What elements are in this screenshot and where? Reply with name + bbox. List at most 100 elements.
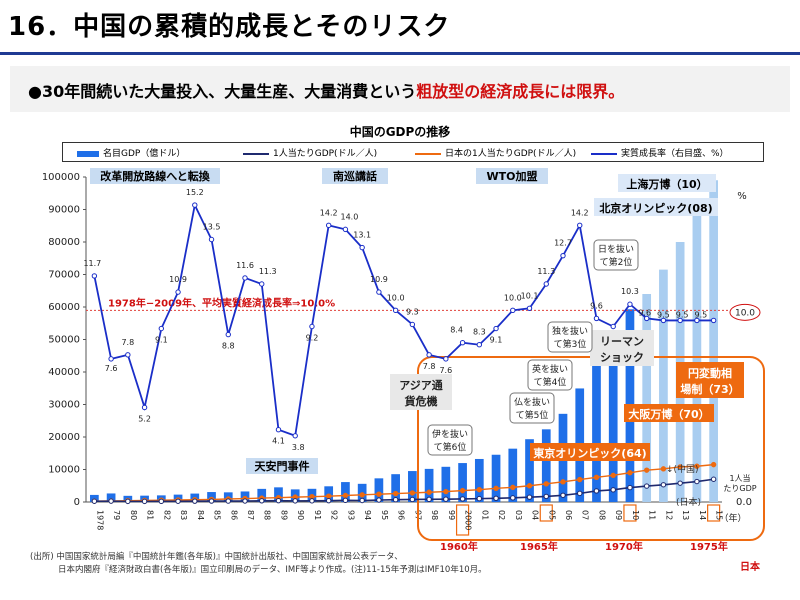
subtitle-text: ●30年間続いた大量投入、大量生産、大量消費という粗放型の経済成長には限界。 (28, 78, 624, 102)
growth-data-label: 3.8 (292, 443, 305, 452)
japan-per-capita-point (610, 472, 616, 479)
japan-per-capita-point (392, 490, 399, 497)
gdp-bar (608, 339, 618, 502)
x-tick-label: 01 (480, 510, 489, 520)
growth-data-label: 14.2 (571, 208, 589, 217)
growth-data-label: 9.6 (638, 308, 651, 317)
growth-data-label: 13.5 (203, 222, 221, 231)
growth-rate-point (627, 301, 633, 307)
x-tick-label: 12 (664, 510, 673, 520)
gdp-bar (458, 463, 467, 502)
growth-data-label: 8.3 (473, 328, 486, 337)
china-per-capita-point (493, 495, 499, 502)
japan-per-capita-point (376, 491, 382, 497)
overtake-callout-bg (527, 359, 573, 391)
x-tick-label: 03 (514, 510, 523, 520)
gdp-bar (541, 429, 551, 502)
chart-title: 中国のGDPの推移 (349, 125, 451, 139)
growth-data-label: 9.5 (657, 310, 670, 319)
x-tick-label: 10 (631, 510, 640, 520)
japan-event-osaka-expo: 大阪万博（70） (628, 407, 709, 421)
y-left-tick-label: 50000 (48, 335, 80, 346)
growth-data-label: 12.7 (554, 239, 572, 248)
china-per-capita-line (94, 478, 714, 503)
x-tick-label: 85 (213, 510, 222, 520)
japan-per-capita-point (359, 492, 365, 498)
china-per-capita-point (359, 497, 365, 504)
growth-rate-point (108, 356, 114, 362)
x-tick-label: 94 (363, 510, 372, 520)
japan-year-label: 1975年 (690, 540, 728, 553)
growth-data-label: 9.5 (676, 310, 689, 319)
japan-event-yen-float-1: 円変動相 (688, 366, 732, 380)
x-tick-label: 86 (229, 510, 238, 520)
growth-data-label: 8.8 (222, 342, 235, 351)
china-per-capita-point (510, 495, 516, 501)
growth-rate-point (292, 433, 298, 439)
event-wto-bg (476, 168, 548, 184)
legend-swatch-growth (591, 152, 617, 155)
event-southern-tour-bg (322, 168, 388, 184)
growth-data-label: 10.0 (387, 293, 405, 302)
growth-rate-point (192, 202, 198, 208)
x-tick-label: 02 (497, 510, 506, 520)
event-reform-opening: 改革開放路線へと転換 (100, 169, 210, 183)
growth-data-label: 9.5 (695, 310, 708, 319)
event-shanghai-expo-bg (618, 174, 716, 192)
growth-rate-point (577, 222, 583, 229)
x-tick-highlight-box (707, 504, 721, 522)
x-tick-label: 08 (597, 510, 606, 520)
growth-rate-point (459, 339, 466, 346)
crisis-lehman-bg (590, 330, 654, 366)
growth-data-label: 10.9 (169, 275, 187, 284)
china-per-capita-point (208, 498, 215, 504)
growth-data-label: 14.0 (341, 212, 359, 221)
growth-data-label: 7.8 (423, 362, 436, 371)
growth-data-label: 14.2 (320, 208, 338, 217)
x-tick-label: 2000 (464, 510, 473, 530)
growth-rate-point (409, 321, 416, 328)
growth-data-label: 7.6 (439, 366, 452, 375)
japan-per-capita-point (409, 490, 416, 496)
gdp-bar (709, 180, 718, 502)
event-beijing-olympics-bg (594, 198, 718, 216)
growth-data-label: 11.3 (259, 267, 277, 276)
overtake-callout-line-2: て第2位 (600, 256, 633, 268)
japan-event-tokyo-olympics-bg (530, 443, 650, 461)
japan-year-label: 1965年 (520, 540, 558, 553)
event-tiananmen-bg (246, 458, 318, 474)
crisis-asia-label-1: アジア通 (399, 379, 443, 392)
gdp-bar (642, 294, 652, 502)
x-tick-label: 98 (430, 510, 439, 520)
growth-rate-point (426, 352, 432, 358)
growth-rate-point (543, 281, 549, 287)
china-per-capita-point (560, 492, 566, 498)
page-title: 16．中国の累積的成長とそのリスク (8, 12, 451, 42)
y-right-zero-label: 0.0 (736, 497, 752, 508)
y-left-tick-label: 100000 (42, 172, 80, 183)
x-tick-label: 90 (296, 510, 305, 520)
china-per-capita-point (459, 496, 466, 502)
x-tick-label: 84 (196, 510, 205, 520)
x-tick-label: 14 (698, 510, 707, 520)
china-per-capita-point (242, 498, 248, 504)
gdp-bar (274, 487, 283, 502)
overtake-callout-line-1: 日を抜い (598, 243, 634, 255)
legend-item-growth: 実質成長率（右目盛、%） (591, 146, 729, 159)
gdp-bar (525, 439, 534, 502)
overtake-callout-line-2: て第6位 (434, 441, 467, 453)
y-left-tick-label: 20000 (48, 432, 80, 443)
gdp-bar (341, 482, 350, 502)
x-tick-label: 09 (614, 510, 623, 520)
x-tick-label: 87 (246, 510, 255, 520)
japan-per-capita-point (426, 489, 432, 495)
growth-data-label: 10.9 (370, 275, 388, 284)
china-per-capita-point (543, 493, 549, 500)
china-per-capita-point (292, 498, 298, 504)
gdp-bar (106, 493, 116, 502)
x-tick-label: 92 (330, 510, 339, 520)
japan-per-capita-point (342, 492, 349, 499)
gdp-bar (491, 454, 501, 502)
japan-per-capita-point (443, 488, 449, 495)
growth-rate-point (325, 222, 332, 229)
